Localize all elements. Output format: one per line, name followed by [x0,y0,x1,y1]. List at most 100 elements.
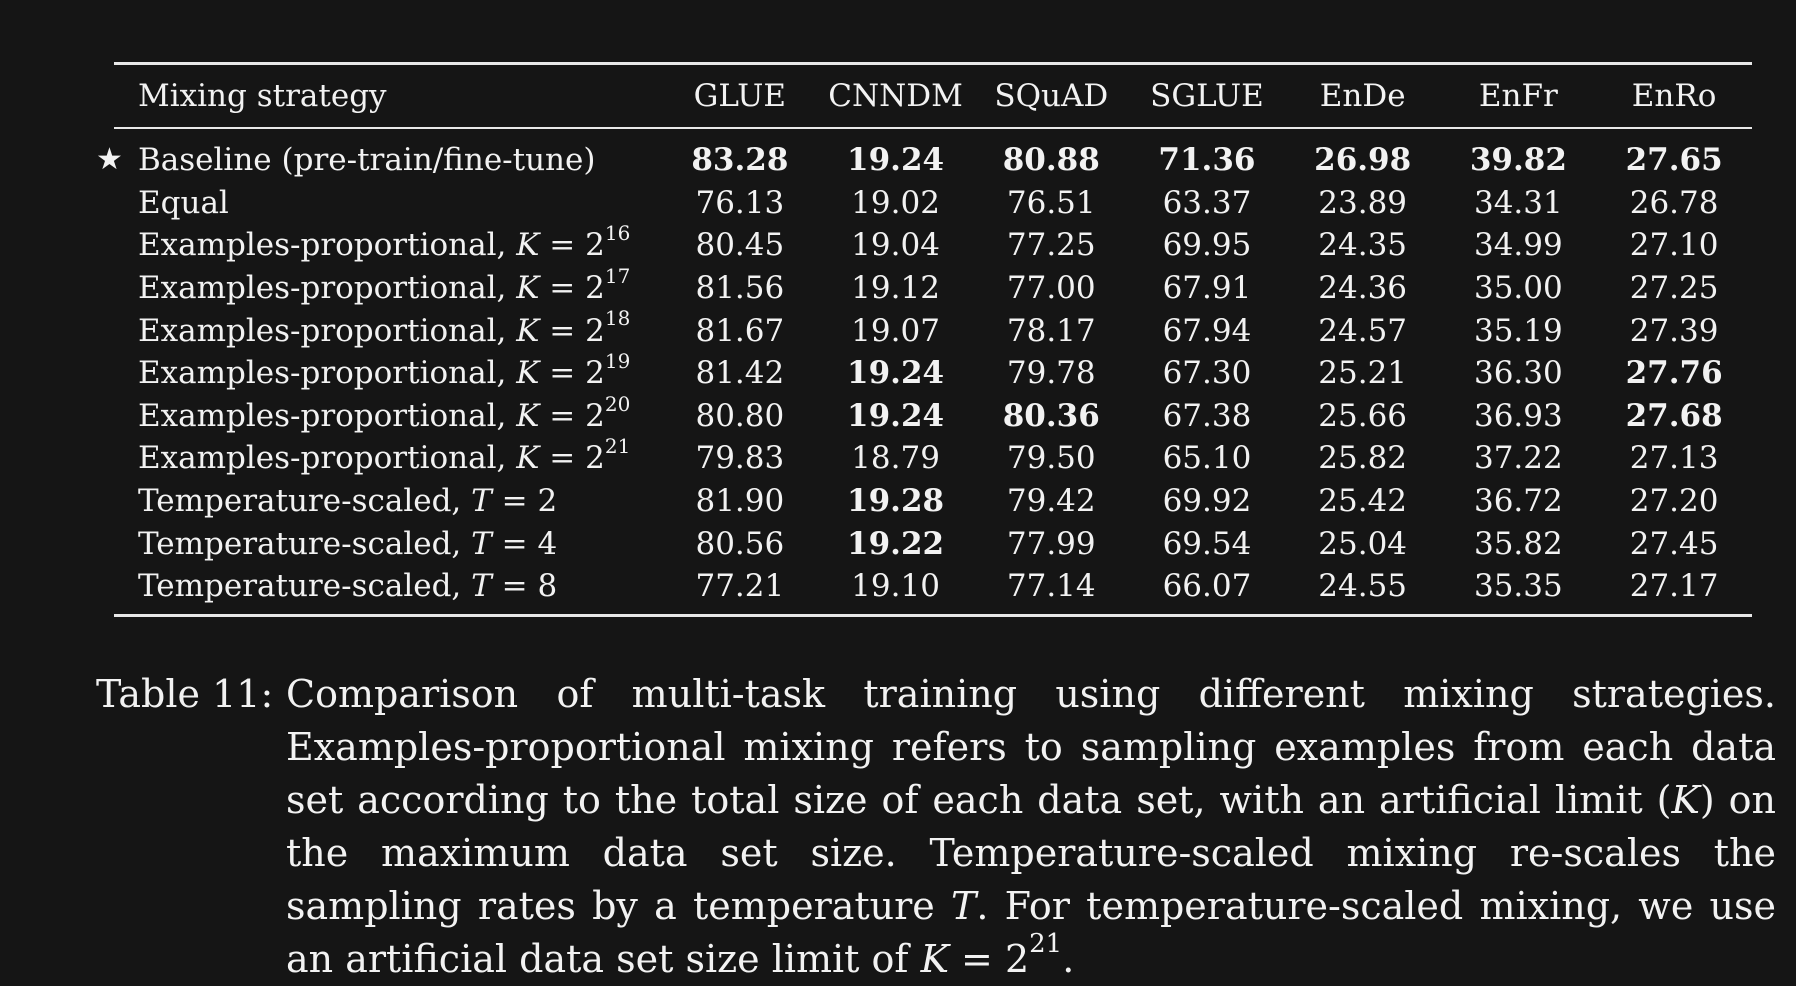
table-row: Examples-proportional, K = 220 80.80 19.24… [114,391,1752,438]
table-row: Temperature-scaled, T = 2 81.90 19.28 79.42… [114,480,1752,523]
row-label-cell: Temperature-scaled, T = 4 [114,522,662,565]
row-math-op: = [491,483,538,520]
table-cell: 81.42 [695,355,785,392]
table-row: Examples-proportional, K = 219 81.42 19.24… [114,348,1752,395]
row-math-op: = [539,270,586,307]
table-cell: 25.82 [1318,440,1408,477]
table-cell: 25.42 [1318,483,1408,520]
table-cell: 80.80 [695,397,785,434]
table-cell: 67.94 [1162,312,1252,349]
row-math-op: = [539,440,586,477]
header-rule [114,127,1752,129]
row-math-value: 2 [585,270,605,307]
table-cell: 25.66 [1318,397,1408,434]
table-row: Temperature-scaled, T = 8 77.21 19.10 77.14… [114,565,1752,614]
table-caption: Table 11: Comparison of multi-task train… [96,668,1776,986]
table-cell: 77.14 [1006,568,1096,605]
table-cell: 67.30 [1162,355,1252,392]
row-math-op: = [491,525,538,562]
table-row: Examples-proportional, K = 217 81.56 19.12… [114,266,1752,310]
column-header: EnRo [1631,78,1717,114]
caption-text-part: . [1062,937,1075,981]
top-rule [114,62,1752,65]
table-cell: 35.35 [1473,568,1563,605]
row-math-exponent: 16 [604,221,631,246]
row-label: Examples-proportional, [138,227,517,264]
row-math-exponent: 21 [604,434,631,459]
table-cell: 77.21 [695,568,785,605]
row-label-cell: Temperature-scaled, T = 8 [114,565,662,614]
table-cell: 67.38 [1162,397,1252,434]
row-label-cell: Examples-proportional, K = 218 [114,306,662,352]
table-row: ★ Baseline (pre-train/fine-tune) 83.28 19.2… [96,129,1752,182]
table-cell: 25.04 [1318,525,1408,562]
table-cell: 19.07 [851,312,940,349]
row-math-exponent: 20 [604,391,631,416]
row-label-cell: Examples-proportional, K = 216 [114,221,662,267]
row-math-value: 2 [585,440,605,477]
caption-label: Table 11: [96,672,274,716]
row-math-op: = [539,227,586,264]
column-header: SQuAD [994,78,1109,114]
table-cell: 24.35 [1318,227,1408,264]
table-cell: 35.82 [1473,525,1563,562]
table-cell: 81.90 [695,483,785,520]
row-math-exponent: 18 [604,306,631,331]
table-cell: 69.95 [1162,227,1252,264]
table-cell: 19.24 [847,397,945,434]
table-cell: 23.89 [1318,184,1408,221]
caption-math-var: K [1671,778,1700,822]
column-header: EnFr [1478,78,1558,114]
table-cell: 24.57 [1318,312,1408,349]
table-cell: 77.00 [1006,270,1096,307]
caption-text-part: ) on the maximum data set size. Temperat… [286,778,1776,928]
results-table-body: ★ Baseline (pre-train/fine-tune) 83.28 19.2… [96,129,1752,614]
table-cell: 78.17 [1006,312,1096,349]
table-cell: 19.12 [851,270,940,307]
row-math-exponent: 19 [604,348,631,373]
results-table: Mixing strategy GLUE CNNDM SQuAD SGLUE E… [114,65,1752,127]
table-cell: 25.21 [1318,355,1408,392]
row-math-op: = [539,312,586,349]
table-cell: 67.91 [1162,270,1252,307]
table-cell: 39.82 [1469,142,1567,179]
table-row: Examples-proportional, K = 216 80.45 19.04… [114,221,1752,267]
row-label: Baseline (pre-train/fine-tune) [138,142,596,179]
row-math-value: 2 [585,312,605,349]
table-cell: 79.42 [1006,483,1096,520]
star-icon: ★ [96,142,123,178]
caption-text-part: Comparison of multi-task training using … [286,672,1776,822]
table-cell: 76.51 [1006,184,1096,221]
table-row: Examples-proportional, K = 218 81.67 19.07… [114,306,1752,352]
table-cell: 26.78 [1629,184,1719,221]
table-cell: 79.83 [695,440,785,477]
table-cell: 79.78 [1006,355,1096,392]
row-math-op: = [539,355,586,392]
table-cell: 19.22 [847,525,945,562]
table-cell: 35.00 [1473,270,1563,307]
table-cell: 19.24 [847,355,945,392]
table-cell: 36.72 [1473,483,1563,520]
row-math-var: K [516,312,540,349]
row-label: Examples-proportional, [138,397,517,434]
table-cell: 80.88 [1002,142,1100,179]
table-cell: 19.02 [851,184,940,221]
row-label-cell: Examples-proportional, K = 217 [114,266,662,310]
table-cell: 18.79 [851,440,940,477]
row-label-cell: Equal [114,182,662,225]
column-header: EnDe [1319,78,1406,114]
table-cell: 80.45 [695,227,785,264]
column-header: CNNDM [828,78,963,114]
table-cell: 63.37 [1162,184,1252,221]
table-row: Temperature-scaled, T = 4 80.56 19.22 77.99… [114,522,1752,565]
column-header: GLUE [693,78,787,114]
row-math-var: T [471,568,492,605]
row-math-value: 2 [585,355,605,392]
table-cell: 27.10 [1629,227,1719,264]
row-math-op: = [491,568,538,605]
row-label-cell: Examples-proportional, K = 219 [114,348,662,395]
table-cell: 76.13 [695,184,785,221]
row-label: Examples-proportional, [138,312,517,349]
table-cell: 27.20 [1629,483,1719,520]
row-label-cell: Examples-proportional, K = 220 [114,391,662,438]
